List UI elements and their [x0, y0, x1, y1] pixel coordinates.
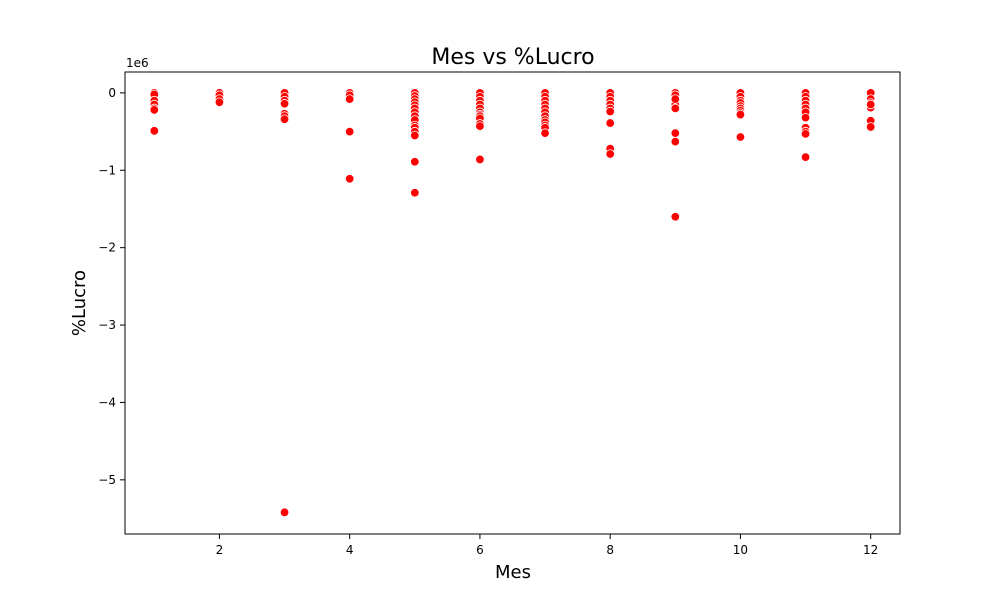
data-point — [279, 99, 290, 109]
data-point — [800, 152, 811, 162]
data-point — [605, 149, 615, 159]
chart-title: Mes vs %Lucro — [431, 45, 594, 70]
data-point — [344, 94, 355, 104]
data-point — [605, 118, 615, 128]
data-point — [410, 188, 420, 198]
y-tick-label: 0 — [108, 86, 116, 100]
data-point — [214, 97, 225, 107]
x-tick-label: 12 — [863, 543, 878, 557]
data-point — [735, 132, 746, 142]
data-point — [865, 122, 876, 132]
data-point — [670, 136, 681, 147]
y-tick-label: −4 — [98, 395, 116, 409]
data-point — [344, 126, 355, 137]
data-point — [865, 99, 876, 110]
data-point — [670, 128, 681, 138]
data-point — [670, 212, 681, 222]
data-point — [475, 154, 485, 165]
data-point — [475, 121, 485, 131]
data-point — [279, 114, 290, 124]
y-tick-label: −5 — [98, 473, 116, 487]
axes-group — [124, 71, 901, 535]
data-point — [800, 112, 811, 123]
x-tick-label: 6 — [476, 543, 484, 557]
y-tick-label: −2 — [98, 241, 116, 255]
y-offset-label: 1e6 — [126, 56, 149, 70]
x-tick-label: 10 — [733, 543, 748, 557]
y-tick-label: −1 — [98, 163, 116, 177]
points-group — [149, 88, 876, 518]
x-axis-label: Mes — [495, 562, 531, 583]
data-point — [540, 128, 550, 138]
x-ticks: 2 4 6 8 10 12 — [216, 534, 878, 557]
data-point — [410, 157, 420, 167]
x-tick-label: 8 — [606, 543, 614, 557]
x-tick-label: 4 — [346, 543, 354, 557]
data-point — [670, 103, 681, 114]
data-point — [670, 94, 681, 104]
x-tick-label: 2 — [216, 543, 224, 557]
data-point — [344, 174, 355, 184]
data-point — [800, 129, 811, 139]
data-point — [605, 106, 615, 117]
data-point — [279, 507, 290, 518]
y-tick-label: −3 — [98, 318, 116, 332]
data-point — [149, 105, 160, 115]
y-axis-label: %Lucro — [69, 270, 90, 336]
data-point — [149, 126, 160, 136]
data-point — [735, 109, 746, 120]
plot-frame — [124, 71, 901, 535]
y-ticks: 0 −1 −2 −3 −4 −5 — [98, 86, 125, 487]
data-point — [410, 130, 420, 141]
